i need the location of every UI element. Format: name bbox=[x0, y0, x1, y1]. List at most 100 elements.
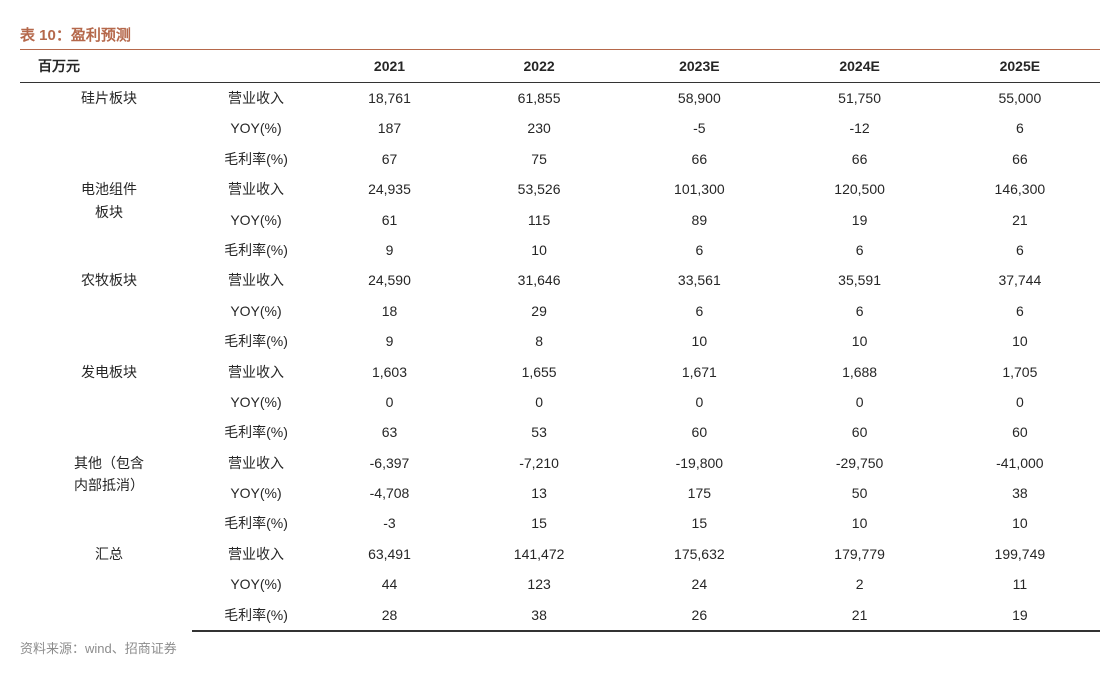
data-cell: 6 bbox=[940, 113, 1100, 143]
data-cell: 18 bbox=[320, 296, 459, 326]
data-cell: 60 bbox=[940, 417, 1100, 447]
data-cell: 28 bbox=[320, 600, 459, 631]
data-cell: 29 bbox=[459, 296, 619, 326]
data-cell: 141,472 bbox=[459, 539, 619, 569]
data-cell: 120,500 bbox=[779, 174, 939, 204]
segment-name: 硅片板块 bbox=[20, 83, 192, 175]
data-cell: 0 bbox=[459, 387, 619, 417]
data-cell: 66 bbox=[940, 144, 1100, 174]
data-cell: 10 bbox=[940, 326, 1100, 356]
data-cell: 6 bbox=[619, 296, 779, 326]
data-cell: 24,590 bbox=[320, 265, 459, 295]
data-cell: 6 bbox=[940, 235, 1100, 265]
table-body: 硅片板块营业收入18,76161,85558,90051,75055,000 YO… bbox=[20, 83, 1100, 632]
data-cell: 18,761 bbox=[320, 83, 459, 114]
metric-label: YOY(%) bbox=[192, 569, 320, 599]
table-row: 农牧板块营业收入24,59031,64633,56135,59137,744 bbox=[20, 265, 1100, 295]
segment-name: 农牧板块 bbox=[20, 265, 192, 356]
metric-label: YOY(%) bbox=[192, 387, 320, 417]
data-cell: 0 bbox=[320, 387, 459, 417]
data-cell: 44 bbox=[320, 569, 459, 599]
metric-label: YOY(%) bbox=[192, 478, 320, 508]
data-cell: 63 bbox=[320, 417, 459, 447]
data-cell: 175 bbox=[619, 478, 779, 508]
data-cell: 8 bbox=[459, 326, 619, 356]
data-cell: 58,900 bbox=[619, 83, 779, 114]
segment-name: 其他（包含 内部抵消） bbox=[20, 448, 192, 539]
data-cell: -19,800 bbox=[619, 448, 779, 478]
data-cell: 53,526 bbox=[459, 174, 619, 204]
data-cell: 37,744 bbox=[940, 265, 1100, 295]
data-cell: 35,591 bbox=[779, 265, 939, 295]
data-cell: -3 bbox=[320, 508, 459, 538]
table-row: 硅片板块营业收入18,76161,85558,90051,75055,000 bbox=[20, 83, 1100, 114]
data-cell: 60 bbox=[779, 417, 939, 447]
data-cell: 63,491 bbox=[320, 539, 459, 569]
data-cell: -12 bbox=[779, 113, 939, 143]
data-cell: 0 bbox=[619, 387, 779, 417]
data-cell: 38 bbox=[459, 600, 619, 631]
data-cell: 1,671 bbox=[619, 357, 779, 387]
data-cell: 53 bbox=[459, 417, 619, 447]
metric-label: 毛利率(%) bbox=[192, 235, 320, 265]
data-cell: 10 bbox=[779, 326, 939, 356]
table-row: 其他（包含 内部抵消）营业收入-6,397-7,210-19,800-29,75… bbox=[20, 448, 1100, 478]
data-cell: 2 bbox=[779, 569, 939, 599]
table-row: 汇总营业收入63,491141,472175,632179,779199,749 bbox=[20, 539, 1100, 569]
data-cell: 75 bbox=[459, 144, 619, 174]
table-container: 表 10：盈利预测 百万元 2021 2022 2023E 2024E 2025… bbox=[20, 20, 1100, 657]
metric-label: 营业收入 bbox=[192, 539, 320, 569]
metric-label: 毛利率(%) bbox=[192, 326, 320, 356]
data-cell: 66 bbox=[619, 144, 779, 174]
table-row: 发电板块营业收入1,6031,6551,6711,6881,705 bbox=[20, 357, 1100, 387]
metric-label: 营业收入 bbox=[192, 174, 320, 204]
data-cell: 10 bbox=[940, 508, 1100, 538]
data-cell: -7,210 bbox=[459, 448, 619, 478]
data-cell: 115 bbox=[459, 205, 619, 235]
data-cell: 66 bbox=[779, 144, 939, 174]
data-cell: 230 bbox=[459, 113, 619, 143]
data-cell: 24,935 bbox=[320, 174, 459, 204]
data-cell: 9 bbox=[320, 235, 459, 265]
data-cell: 1,603 bbox=[320, 357, 459, 387]
header-row: 百万元 2021 2022 2023E 2024E 2025E bbox=[20, 50, 1100, 83]
data-cell: 6 bbox=[779, 235, 939, 265]
data-cell: 50 bbox=[779, 478, 939, 508]
data-cell: 199,749 bbox=[940, 539, 1100, 569]
metric-label: 营业收入 bbox=[192, 357, 320, 387]
data-cell: 61 bbox=[320, 205, 459, 235]
data-cell: 9 bbox=[320, 326, 459, 356]
data-cell: 179,779 bbox=[779, 539, 939, 569]
data-cell: 19 bbox=[940, 600, 1100, 631]
metric-label: 毛利率(%) bbox=[192, 508, 320, 538]
data-cell: 21 bbox=[779, 600, 939, 631]
segment-name: 汇总 bbox=[20, 539, 192, 631]
data-cell: 89 bbox=[619, 205, 779, 235]
data-cell: 60 bbox=[619, 417, 779, 447]
data-cell: 0 bbox=[779, 387, 939, 417]
data-cell: -4,708 bbox=[320, 478, 459, 508]
data-cell: 51,750 bbox=[779, 83, 939, 114]
data-cell: 13 bbox=[459, 478, 619, 508]
data-cell: -41,000 bbox=[940, 448, 1100, 478]
data-cell: 38 bbox=[940, 478, 1100, 508]
data-cell: 10 bbox=[459, 235, 619, 265]
year-col-2: 2023E bbox=[619, 50, 779, 83]
data-cell: -6,397 bbox=[320, 448, 459, 478]
data-cell: 19 bbox=[779, 205, 939, 235]
year-col-1: 2022 bbox=[459, 50, 619, 83]
year-col-0: 2021 bbox=[320, 50, 459, 83]
data-cell: 67 bbox=[320, 144, 459, 174]
table-title: 表 10：盈利预测 bbox=[20, 20, 1100, 50]
data-cell: 6 bbox=[779, 296, 939, 326]
metric-label: 营业收入 bbox=[192, 83, 320, 114]
data-cell: 15 bbox=[459, 508, 619, 538]
metric-label: YOY(%) bbox=[192, 296, 320, 326]
metric-label: 营业收入 bbox=[192, 448, 320, 478]
data-cell: 123 bbox=[459, 569, 619, 599]
data-cell: 61,855 bbox=[459, 83, 619, 114]
data-cell: 1,705 bbox=[940, 357, 1100, 387]
data-cell: 26 bbox=[619, 600, 779, 631]
metric-label: 毛利率(%) bbox=[192, 600, 320, 631]
data-cell: 0 bbox=[940, 387, 1100, 417]
